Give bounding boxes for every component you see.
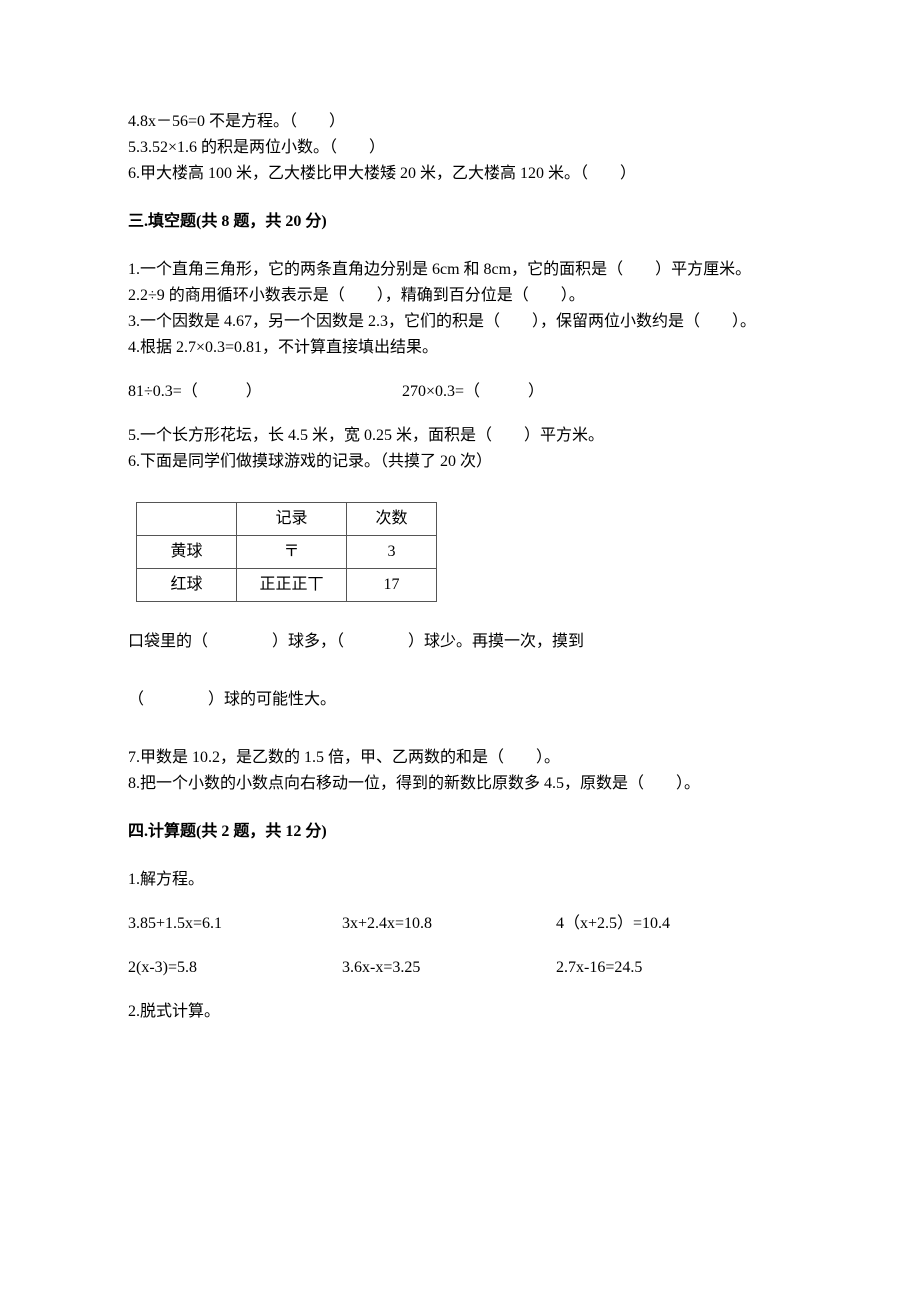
fill-q4: 4.根据 2.7×0.3=0.81，不计算直接填出结果。 [128, 336, 792, 360]
calc-q2-label: 2.脱式计算。 [128, 1000, 792, 1024]
fill-q6-p2: （ ）球的可能性大。 [128, 688, 792, 712]
section4-heading: 四.计算题(共 2 题，共 12 分) [128, 820, 792, 844]
tally-table: 记录 次数 黄球 〒 3 红球 正正正丅 17 [136, 502, 437, 602]
eq-2b: 3.6x-x=3.25 [342, 956, 552, 980]
fill-q4-expressions: 81÷0.3=（ ） 270×0.3=（ ） [128, 380, 792, 404]
tally-header-count: 次数 [347, 503, 437, 536]
tally-row2-label: 红球 [137, 569, 237, 602]
tally-header-blank [137, 503, 237, 536]
eq-1a: 3.85+1.5x=6.1 [128, 912, 338, 936]
tally-row1-label: 黄球 [137, 536, 237, 569]
fill-q7: 7.甲数是 10.2，是乙数的 1.5 倍，甲、乙两数的和是（ ）。 [128, 746, 792, 770]
judge-q4: 4.8x－56=0 不是方程。（ ） [128, 110, 792, 134]
tally-table-wrap: 记录 次数 黄球 〒 3 红球 正正正丅 17 [128, 502, 792, 602]
fill-q8: 8.把一个小数的小数点向右移动一位，得到的新数比原数多 4.5，原数是（ ）。 [128, 772, 792, 796]
fill-q6-p1: 口袋里的（ ）球多，（ ）球少。再摸一次，摸到 [128, 630, 792, 654]
tally-row1-tally: 〒 [237, 536, 347, 569]
judge-q6: 6.甲大楼高 100 米，乙大楼比甲大楼矮 20 米，乙大楼高 120 米。（ … [128, 162, 792, 186]
fill-q4-expr-a: 81÷0.3=（ ） [128, 380, 398, 404]
eq-row-1: 3.85+1.5x=6.1 3x+2.4x=10.8 4（x+2.5）=10.4 [128, 912, 792, 936]
fill-q2: 2.2÷9 的商用循环小数表示是（ ），精确到百分位是（ ）。 [128, 284, 792, 308]
eq-1b: 3x+2.4x=10.8 [342, 912, 552, 936]
section3-heading: 三.填空题(共 8 题，共 20 分) [128, 210, 792, 234]
eq-2c: 2.7x-16=24.5 [556, 956, 766, 980]
tally-row2-count: 17 [347, 569, 437, 602]
eq-1c: 4（x+2.5）=10.4 [556, 912, 766, 936]
tally-header-record: 记录 [237, 503, 347, 536]
judge-q5: 5.3.52×1.6 的积是两位小数。（ ） [128, 136, 792, 160]
eq-row-2: 2(x-3)=5.8 3.6x-x=3.25 2.7x-16=24.5 [128, 956, 792, 980]
fill-q3: 3.一个因数是 4.67，另一个因数是 2.3，它们的积是（ ），保留两位小数约… [128, 310, 792, 334]
calc-q1-label: 1.解方程。 [128, 868, 792, 892]
fill-q6-intro: 6.下面是同学们做摸球游戏的记录。（共摸了 20 次） [128, 450, 792, 474]
tally-row1-count: 3 [347, 536, 437, 569]
tally-row2-tally: 正正正丅 [237, 569, 347, 602]
fill-q1: 1.一个直角三角形，它的两条直角边分别是 6cm 和 8cm，它的面积是（ ）平… [128, 258, 792, 282]
eq-2a: 2(x-3)=5.8 [128, 956, 338, 980]
fill-q4-expr-b: 270×0.3=（ ） [402, 383, 544, 400]
fill-q5: 5.一个长方形花坛，长 4.5 米，宽 0.25 米，面积是（ ）平方米。 [128, 424, 792, 448]
